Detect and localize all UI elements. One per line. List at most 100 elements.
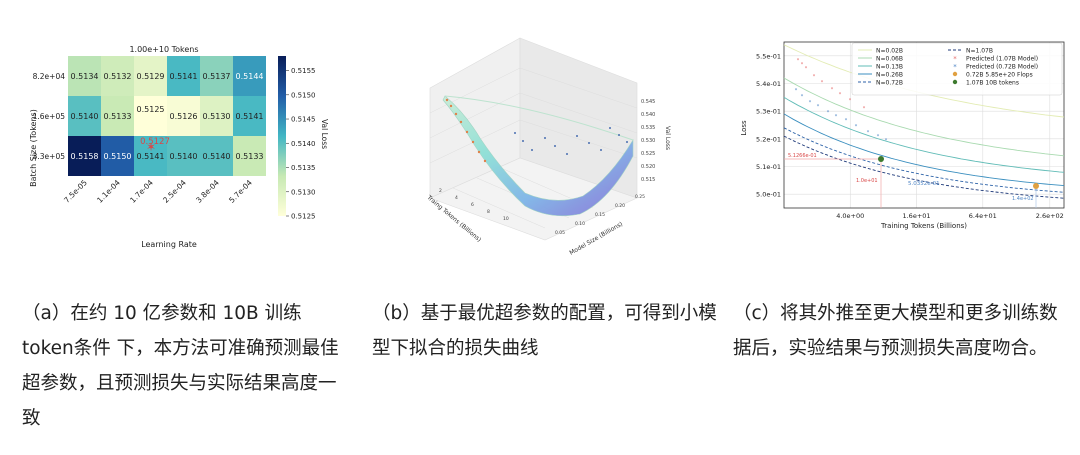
point-0.72b-flops xyxy=(1033,183,1039,189)
surface-data-points xyxy=(445,98,487,163)
heatmap-x-tick: 3.8e-04 xyxy=(194,178,221,205)
heatmap-chart: 1.00e+10 Tokens Batch Size (Tokens) Lear… xyxy=(29,45,329,249)
svg-text:*: * xyxy=(877,134,880,140)
z-tick: 0.520 xyxy=(641,164,655,170)
annot-1: 5.1266e-01 xyxy=(788,153,817,159)
z-tick: 0.515 xyxy=(641,177,655,183)
annot-4: 1.4e+02 xyxy=(1012,196,1034,202)
heatmap-cell-value: 0.5132 xyxy=(104,72,132,81)
heatmap-title: 1.00e+10 Tokens xyxy=(129,45,198,54)
legend-label: N=0.02B xyxy=(876,47,903,54)
svg-text:*: * xyxy=(809,100,812,106)
svg-text:*: * xyxy=(839,92,842,98)
x-axis-ticks: 0.05 0.10 0.15 0.20 0.25 xyxy=(555,194,645,236)
legend-label: N=0.26B xyxy=(876,71,903,78)
svg-text:*: * xyxy=(831,87,834,93)
heatmap-cell xyxy=(101,136,134,176)
svg-text:*: * xyxy=(813,74,816,80)
colorbar-tick: 0.5150 xyxy=(291,91,316,99)
point-1.07b-10b xyxy=(878,156,884,162)
heatmap-ylabel: Batch Size (Tokens) xyxy=(29,109,38,187)
y-tick: 4 xyxy=(455,195,458,201)
heatmap-cell-value: 0.5140 xyxy=(71,112,99,121)
svg-text:*: * xyxy=(845,118,848,124)
heatmap-cell-value: 0.5144 xyxy=(236,72,264,81)
caption-a: （a）在约 10 亿参数和 10B 训练 token条件 下，本方法可准确预测最… xyxy=(22,303,339,429)
heatmap-y-tick: 3.3e+05 xyxy=(33,152,66,161)
x-tick: 2.6e+02 xyxy=(1036,212,1064,220)
heatmap-cell-value: 0.5141 xyxy=(137,152,165,161)
heatmap-x-tick: 2.5e-04 xyxy=(161,178,188,205)
heatmap-cell xyxy=(233,136,266,176)
heatmap-x-tick: 7.5e-05 xyxy=(62,178,89,205)
svg-text:*: * xyxy=(797,58,800,64)
colorbar-label: Val Loss xyxy=(320,119,329,149)
heatmap-cell xyxy=(233,56,266,96)
y-tick: 5.5e-01 xyxy=(756,52,781,60)
x-tick: 0.10 xyxy=(575,221,585,227)
heatmap-cell-value: 0.5130 xyxy=(203,112,231,121)
colorbar-tick: 0.5155 xyxy=(291,67,316,75)
heatmap-y-tick: 1.6e+05 xyxy=(33,112,66,121)
x-tick: 0.05 xyxy=(555,230,565,236)
loss-curve-series xyxy=(783,77,1065,157)
x-tick: 6.4e+01 xyxy=(969,212,997,220)
loss-curve-series xyxy=(783,135,1065,199)
heatmap-cell-value: 0.5126 xyxy=(170,112,198,121)
heatmap-cell xyxy=(233,96,266,136)
annot-3: 5.0352e-01 xyxy=(908,181,940,187)
legend-label: Predicted (1.07B Model) xyxy=(966,55,1038,62)
legend-label: Predicted (0.72B Model) xyxy=(966,63,1038,70)
legend-label: N=1.07B xyxy=(966,47,993,54)
heatmap-y-tick: 8.2e+04 xyxy=(33,72,66,81)
svg-text:*: * xyxy=(801,94,804,100)
svg-text:*: * xyxy=(867,130,870,136)
heatmap-x-tick: 5.7e-04 xyxy=(227,178,254,205)
svg-text:*: * xyxy=(863,106,866,112)
caption-b: （b）基于最优超参数的配置，可得到小模型下拟合的损失曲线 xyxy=(372,303,717,359)
surface-top-edge xyxy=(444,95,634,141)
svg-text:*: * xyxy=(821,80,824,86)
heatmap-cell xyxy=(167,96,200,136)
caption-c: （c）将其外推至更大模型和更多训练数据后，实验结果与预测损失高度吻合。 xyxy=(733,303,1058,359)
heatmap-cell-value: 0.5141 xyxy=(170,72,198,81)
colorbar xyxy=(278,56,286,216)
z-axis-label: Val Loss xyxy=(664,126,671,150)
x-tick: 1.6e+01 xyxy=(902,212,930,220)
loss-ylabel: Loss xyxy=(740,120,748,136)
y-tick: 6 xyxy=(471,202,474,208)
heatmap-cell xyxy=(200,56,233,96)
legend-label: 0.72B 5.85e+20 Flops xyxy=(966,71,1033,78)
legend-label: 1.07B 10B tokens xyxy=(966,79,1019,86)
heatmap-cell-value: 0.5158 xyxy=(71,152,99,161)
heatmap-cell xyxy=(134,56,167,96)
loss-curve-chart: *** *** *** *** *** *** ** 5.1266e-01 1.… xyxy=(740,41,1065,230)
heatmap-cell-value: 0.5133 xyxy=(104,112,132,121)
loss-surface xyxy=(442,95,634,217)
heatmap-cell xyxy=(200,96,233,136)
z-tick: 0.540 xyxy=(641,112,655,118)
svg-text:*: * xyxy=(849,98,852,104)
heatmap-cell-value: 0.5137 xyxy=(203,72,231,81)
heatmap-cell xyxy=(134,136,167,176)
z-axis-ticks: 0.545 0.540 0.535 0.530 0.525 0.520 0.515 xyxy=(641,99,655,183)
legend-label: N=0.13B xyxy=(876,63,903,70)
y-tick: 5.4e-01 xyxy=(756,80,781,88)
y-tick: 8 xyxy=(487,209,490,215)
heatmap-cell xyxy=(68,96,101,136)
legend-label: N=0.72B xyxy=(876,79,903,86)
colorbar-tick: 0.5145 xyxy=(291,116,316,124)
predicted-1.07b-points: *** *** *** xyxy=(797,58,866,112)
svg-text:*: * xyxy=(795,88,798,94)
y-tick: 5.1e-01 xyxy=(756,163,781,171)
loss-x-ticks: 4.0e+00 1.6e+01 6.4e+01 2.6e+02 xyxy=(836,212,1064,220)
svg-text:*: * xyxy=(817,104,820,110)
svg-text:*: * xyxy=(885,138,888,144)
heatmap-cell xyxy=(101,56,134,96)
heatmap-cell xyxy=(167,136,200,176)
heatmap-cell-labels: 0.5134 0.5132 0.5129 0.5141 0.5137 0.5144 0.51… xyxy=(71,72,264,161)
svg-text:*: * xyxy=(835,114,838,120)
predicted-0.72b-points: *** *** *** ** xyxy=(795,88,888,144)
heatmap-cell xyxy=(167,56,200,96)
surface-3d-chart: 0.545 0.540 0.535 0.530 0.525 0.520 0.515 0.05… xyxy=(425,37,671,257)
